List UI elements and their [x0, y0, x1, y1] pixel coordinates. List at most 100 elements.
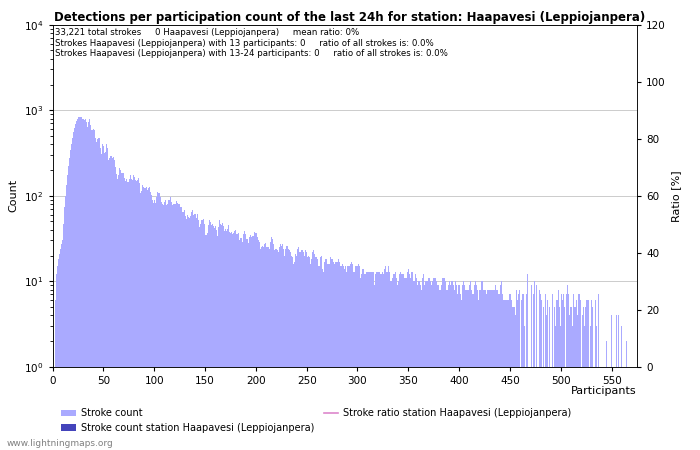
Bar	[344, 266, 346, 450]
Bar	[136, 181, 137, 450]
Bar	[318, 266, 319, 450]
Bar	[308, 256, 309, 450]
Bar	[98, 138, 99, 450]
Bar	[616, 315, 617, 450]
Bar	[280, 244, 281, 450]
Bar	[501, 281, 503, 450]
Bar	[64, 207, 65, 450]
Bar	[357, 266, 358, 450]
Bar	[199, 227, 200, 450]
Bar	[272, 244, 274, 450]
Bar	[72, 138, 74, 450]
Bar	[351, 261, 352, 450]
Bar	[479, 289, 480, 450]
Bar	[196, 218, 197, 450]
Bar	[571, 307, 573, 450]
Bar	[343, 266, 344, 450]
Bar	[90, 130, 92, 450]
Bar	[415, 274, 416, 450]
Bar	[291, 256, 292, 450]
Bar	[435, 278, 436, 450]
Bar	[484, 289, 485, 450]
Bar	[346, 266, 348, 450]
Bar	[454, 281, 456, 450]
Bar	[380, 274, 382, 450]
Bar	[162, 204, 163, 450]
Bar	[398, 274, 400, 450]
Bar	[473, 294, 474, 450]
Bar	[70, 150, 71, 450]
Bar	[150, 195, 152, 450]
Bar	[556, 300, 557, 450]
Bar	[506, 300, 507, 450]
Bar	[67, 176, 69, 450]
Bar	[226, 231, 227, 450]
Bar	[288, 249, 289, 450]
Bar	[105, 152, 106, 450]
Bar	[352, 264, 353, 450]
Bar	[115, 167, 116, 450]
Bar	[584, 307, 586, 450]
Bar	[387, 271, 388, 450]
Bar	[319, 266, 321, 450]
Bar	[517, 294, 519, 450]
Text: www.lightningmaps.org: www.lightningmaps.org	[7, 439, 113, 448]
Y-axis label: Count: Count	[8, 179, 18, 212]
Bar	[458, 285, 460, 450]
Bar	[313, 250, 314, 450]
Bar	[180, 207, 181, 450]
Bar	[611, 315, 612, 450]
Bar	[368, 271, 369, 450]
Bar	[301, 250, 302, 450]
Bar	[169, 200, 170, 450]
Bar	[541, 300, 542, 450]
Bar	[377, 271, 378, 450]
Bar	[269, 249, 270, 450]
Bar	[469, 285, 470, 450]
Bar	[492, 289, 493, 450]
Bar	[175, 204, 176, 450]
Bar	[372, 271, 373, 450]
Bar	[470, 281, 471, 450]
Bar	[59, 254, 60, 450]
Bar	[121, 172, 122, 450]
Bar	[188, 216, 189, 450]
Bar	[389, 271, 391, 450]
Bar	[569, 315, 570, 450]
Bar	[176, 201, 177, 450]
Bar	[305, 250, 306, 450]
Bar	[119, 168, 120, 450]
Bar	[335, 261, 337, 450]
Bar	[449, 281, 451, 450]
Bar	[144, 188, 146, 450]
Bar	[117, 179, 118, 450]
Bar	[225, 229, 226, 450]
Bar	[244, 231, 245, 450]
Bar	[496, 289, 497, 450]
Bar	[370, 271, 371, 450]
Bar	[177, 202, 178, 450]
Bar	[214, 228, 215, 450]
Bar	[276, 250, 278, 450]
Bar	[209, 222, 211, 450]
Bar	[412, 271, 413, 450]
Bar	[443, 278, 444, 450]
Bar	[99, 138, 100, 450]
Bar	[148, 187, 150, 450]
Bar	[626, 341, 627, 450]
Bar	[239, 240, 240, 450]
Bar	[424, 285, 425, 450]
Bar	[100, 148, 101, 450]
Bar	[332, 261, 334, 450]
Bar	[588, 300, 589, 450]
Bar	[279, 247, 280, 450]
Bar	[103, 145, 104, 450]
Bar	[287, 246, 288, 450]
Bar	[137, 180, 139, 450]
Bar	[438, 285, 440, 450]
Bar	[261, 247, 262, 450]
Bar	[491, 289, 492, 450]
Bar	[413, 281, 414, 450]
Bar	[116, 174, 117, 450]
Bar	[232, 234, 233, 450]
